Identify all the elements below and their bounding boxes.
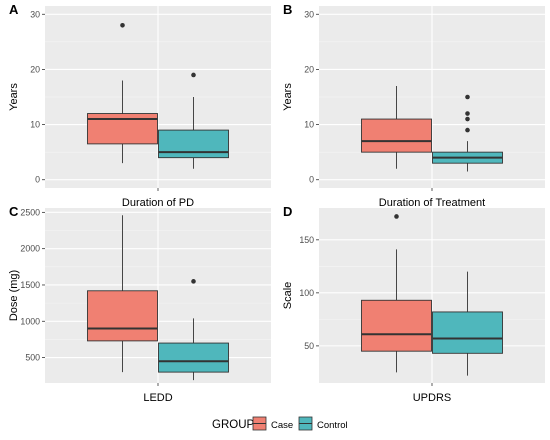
box-case: [361, 214, 432, 373]
y-tick-label: 30: [304, 9, 314, 19]
box-iqr: [158, 342, 229, 373]
box-iqr: [158, 129, 229, 159]
panel-b: 0 10 20 30 Duration of Treatment Years B: [282, 2, 545, 209]
legend-label-control: Control: [317, 420, 348, 431]
panel-letter: D: [283, 204, 292, 219]
y-tick-label: 30: [30, 9, 40, 19]
y-tick-label: 2000: [20, 244, 40, 254]
box-iqr: [361, 118, 432, 153]
outlier-point: [465, 111, 470, 116]
outlier-point: [191, 279, 196, 284]
y-tick-label: 20: [30, 64, 40, 74]
panel-c: 500 1000 1500 2000 2500 LEDD Dose (mg) C: [8, 204, 271, 404]
y-tick-label: 150: [299, 235, 314, 245]
box-case: [87, 215, 158, 373]
box-control: [158, 72, 229, 169]
panels: 0 10 20 30 Duration of PD Years A 0 10 20 30 Durati…: [8, 2, 545, 404]
y-tick-label: 10: [30, 120, 40, 130]
x-axis-title: Duration of PD: [122, 197, 194, 209]
outlier-point: [120, 23, 125, 28]
panel-d: 50 100 150 UPDRS Scale D: [282, 204, 545, 404]
box-control: [432, 94, 503, 172]
y-tick-label: 0: [35, 175, 40, 185]
y-axis-title: Years: [8, 83, 20, 111]
legend-title: GROUP: [212, 419, 255, 431]
box-iqr: [87, 290, 158, 342]
y-tick-label: 10: [304, 120, 314, 130]
y-tick-label: 1500: [20, 280, 40, 290]
y-axis-title: Dose (mg): [8, 270, 20, 321]
y-tick-label: 0: [309, 175, 314, 185]
legend: GROUP Case Control: [212, 416, 348, 431]
y-tick-label: 500: [25, 353, 40, 363]
box-case: [361, 85, 432, 169]
outlier-point: [465, 94, 470, 100]
y-axis-title: Years: [282, 83, 294, 111]
panel-a: 0 10 20 30 Duration of PD Years A: [8, 2, 271, 209]
box-iqr: [432, 311, 503, 354]
box-case: [87, 23, 158, 164]
y-tick-label: 100: [299, 288, 314, 298]
y-tick-label: 20: [304, 64, 314, 74]
x-axis-title: UPDRS: [413, 392, 452, 404]
box-control: [158, 279, 229, 381]
panel-letter: A: [9, 2, 19, 17]
box-iqr: [361, 299, 432, 352]
x-axis-title: LEDD: [143, 392, 172, 404]
outlier-point: [191, 72, 196, 78]
outlier-point: [394, 214, 399, 219]
y-tick-label: 2500: [20, 207, 40, 217]
outlier-point: [465, 116, 470, 122]
outlier-point: [465, 127, 470, 133]
legend-label-case: Case: [271, 420, 293, 431]
y-tick-label: 50: [304, 341, 314, 351]
panel-letter: B: [283, 2, 292, 17]
y-tick-label: 1000: [20, 316, 40, 326]
panel-letter: C: [9, 204, 19, 219]
box-control: [432, 271, 503, 376]
y-axis-title: Scale: [282, 282, 294, 310]
x-axis-title: Duration of Treatment: [379, 197, 485, 209]
